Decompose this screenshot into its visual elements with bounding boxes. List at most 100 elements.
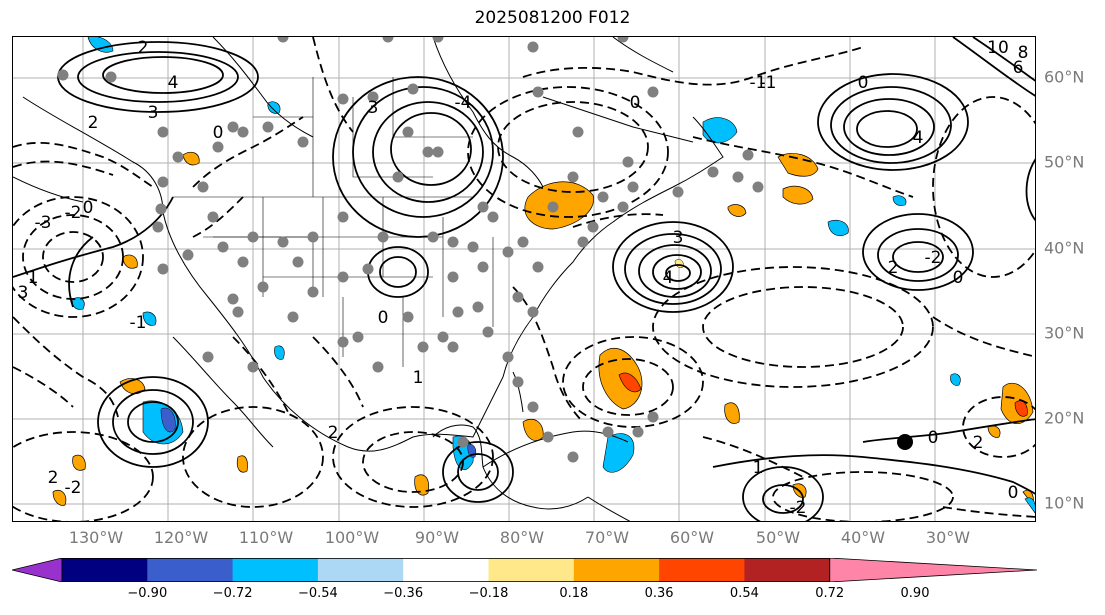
contour-label: 8 <box>1018 43 1029 63</box>
station-dot <box>207 211 219 223</box>
station-dot <box>247 361 259 373</box>
station-dot <box>567 171 579 183</box>
contour-label: -1 <box>760 73 777 93</box>
colorbar-border <box>61 558 831 582</box>
station-dot <box>402 126 414 138</box>
contour-label: 4 <box>168 73 179 93</box>
colorbar-tick-label: −0.90 <box>127 586 168 601</box>
contour-label: 0 <box>928 428 939 448</box>
contour-label: 0 <box>83 198 94 218</box>
station-dot <box>487 211 499 223</box>
station-dot <box>337 336 349 348</box>
station-dot <box>527 401 539 413</box>
longitude-label: 110°W <box>238 528 294 547</box>
station-dot <box>567 451 579 463</box>
contour-label: 3 <box>368 98 379 118</box>
station-dot <box>407 83 419 95</box>
latitude-label: 20°N <box>1044 408 1085 428</box>
station-dot <box>587 221 599 233</box>
latitude-label: 50°N <box>1044 152 1085 172</box>
station-dot <box>532 86 544 98</box>
station-dot <box>472 301 484 313</box>
station-dot <box>227 293 239 305</box>
station-dot <box>632 426 644 438</box>
colorbar-segment <box>403 558 489 582</box>
colorbar-tick-label: 0.18 <box>559 586 589 601</box>
station-dot <box>237 126 249 138</box>
station-dot <box>382 37 394 43</box>
blue-shading <box>72 37 1035 514</box>
longitude-label: 70°W <box>584 528 630 547</box>
station-dot <box>202 351 214 363</box>
colorbar-segment <box>62 558 148 582</box>
station-dot <box>577 236 589 248</box>
station-dot <box>647 411 659 423</box>
colorbar-segment <box>659 558 745 582</box>
contour-label: 1 <box>753 458 764 478</box>
station-dot <box>337 211 349 223</box>
colorbar-extend-low <box>12 558 63 582</box>
colorbar-segment <box>147 558 234 582</box>
contour-label: 0 <box>953 268 964 288</box>
dashed-contours <box>13 37 1035 521</box>
station-dot <box>105 71 117 83</box>
station-dot <box>155 203 167 215</box>
longitude-label: 90°W <box>414 528 460 547</box>
station-dot <box>707 166 719 178</box>
colorbar-segment <box>573 558 660 582</box>
station-dot <box>622 156 634 168</box>
marker-dot <box>897 434 913 450</box>
map-panel: 2 4 3 0 2 3 -3 -2 1 3 -4 4 -1 0 6 8 10 -1 0 4 3 2 -2 0 -1 0 2 -2 0 1 2… <box>12 36 1036 522</box>
station-dot <box>547 201 559 213</box>
station-dot <box>182 249 194 261</box>
contour-label: 2 <box>973 433 984 453</box>
latitude-label: 30°N <box>1044 323 1085 343</box>
colorbar-tick-label: 0.90 <box>900 586 930 601</box>
colorbar-segment <box>744 558 831 582</box>
red-shading <box>618 372 1028 417</box>
station-dot <box>627 181 639 193</box>
station-dot <box>527 306 539 318</box>
station-dot <box>307 231 319 243</box>
station-dots <box>57 37 764 463</box>
station-dot <box>237 256 249 268</box>
station-dot <box>572 126 584 138</box>
station-dot <box>247 231 259 243</box>
station-dot <box>742 149 754 161</box>
station-dot <box>527 41 539 53</box>
station-dot <box>457 436 469 448</box>
station-dot <box>277 236 289 248</box>
contour-label: 4 <box>663 268 674 288</box>
station-dot <box>602 426 614 438</box>
longitude-label: 40°W <box>840 528 886 547</box>
longitude-label: 120°W <box>153 528 209 547</box>
colorbar-tick-label: −0.18 <box>468 586 509 601</box>
contour-label: 0 <box>1008 483 1019 503</box>
station-dot <box>447 236 459 248</box>
station-dot <box>232 306 244 318</box>
station-dot <box>512 291 524 303</box>
solid-contours <box>13 37 1035 521</box>
colorbar-segment <box>317 558 404 582</box>
colorbar-segment <box>488 558 575 582</box>
contour-label: 0 <box>630 93 641 113</box>
station-dot <box>752 181 764 193</box>
station-dot <box>292 256 304 268</box>
station-dot <box>437 331 449 343</box>
contour-label: -2 <box>65 478 82 498</box>
longitude-label: 80°W <box>499 528 545 547</box>
map-title: 2025081200 F012 <box>474 8 631 28</box>
contour-label: 3 <box>18 283 29 303</box>
longitude-label: 30°W <box>925 528 971 547</box>
colorbar-tick-label: −0.54 <box>297 586 338 601</box>
station-dot <box>157 126 169 138</box>
colorbar-tick-label: 0.54 <box>729 586 759 601</box>
station-dot <box>287 311 299 323</box>
station-dot <box>337 93 349 105</box>
contour-label: -2 <box>790 498 807 518</box>
station-dot <box>227 121 239 133</box>
station-dot <box>372 361 384 373</box>
station-dot <box>422 146 434 158</box>
contour-label: 0 <box>858 73 869 93</box>
